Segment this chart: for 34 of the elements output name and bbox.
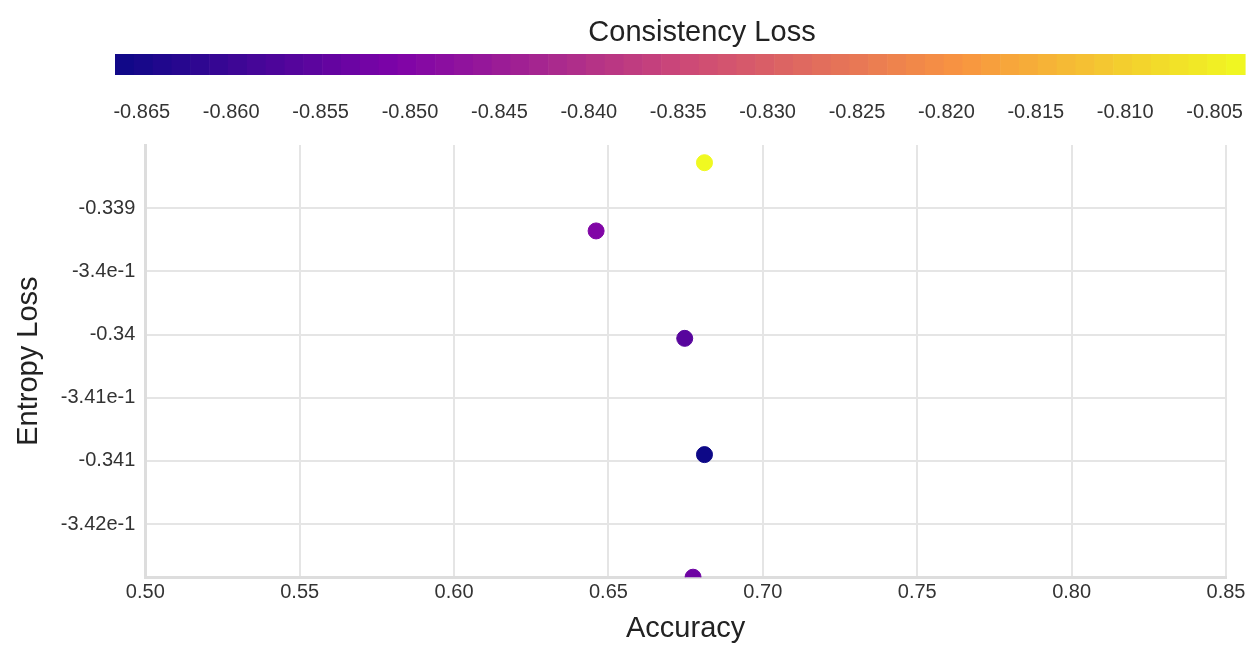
color-bar-label: -0.825 [828,100,886,122]
point [587,222,605,240]
color-bar-label: -0.865 [113,100,171,122]
color-bar-label: -0.835 [649,100,707,122]
x-tick-label: 0.50 [125,579,165,602]
color-bar-title: Consistency Loss [588,15,816,47]
x-tick-label: 0.80 [1052,579,1092,602]
x-tick-label: 0.55 [280,579,320,602]
y-tick-label: -3.42e-1 [60,511,136,534]
y-tick-label: -3.4e-1 [71,258,136,281]
y-axis-title: Entropy Loss [11,276,44,446]
x-tick-label: 0.60 [434,579,474,602]
y-tick-label: -0.339 [78,195,136,218]
point [695,446,713,464]
x-tick-label: 0.75 [897,579,937,602]
color-bar-label: -0.810 [1096,100,1154,122]
color-bar-label: -0.805 [1186,100,1243,122]
x-tick-label: 0.70 [743,579,783,602]
y-tick-label: -3.41e-1 [60,385,136,408]
y-tick-label: -0.341 [78,448,136,471]
point [676,329,694,347]
color-bar-label: -0.855 [292,100,349,122]
color-bar-label: -0.860 [202,100,260,122]
color-bar-label: -0.850 [381,100,439,122]
color-bar-label: -0.830 [739,100,796,122]
x-tick-label: 0.65 [588,579,628,602]
y-tick-label: -0.34 [89,322,136,345]
color-bar-label: -0.815 [1007,100,1065,122]
color-bar-label: -0.845 [471,100,528,122]
color-bar-label: -0.840 [560,100,618,122]
color-bar-label: -0.820 [918,100,975,122]
x-tick-label: 0.85 [1206,579,1246,602]
x-axis-title: Accuracy [626,610,746,643]
point [695,154,713,172]
